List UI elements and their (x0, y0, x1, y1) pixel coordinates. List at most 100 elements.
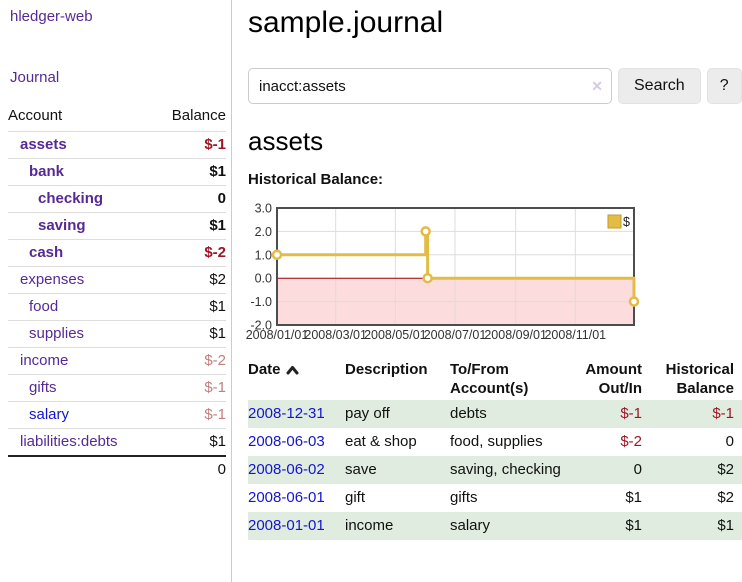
accounts-header-account: Account (8, 101, 154, 132)
account-balance: $-1 (153, 401, 226, 429)
transaction-row: 2008-01-01 income salary $1 $1 (248, 512, 742, 540)
account-row: salary $-1 (8, 401, 226, 429)
account-link[interactable]: income (20, 352, 69, 369)
register-table-body: 2008-12-31 pay off debts $-1 $-1 2008-06-03 ea… (248, 400, 742, 540)
transaction-balance: $-1 (642, 400, 742, 428)
historical-balance-chart: $3.0 2.0 1.0 0.0 -1.0 -2.02008/01/012008/03/0… (246, 202, 640, 342)
sort-ascending-icon[interactable] (286, 360, 299, 379)
account-link[interactable]: food (29, 298, 59, 315)
search-input[interactable] (248, 68, 612, 104)
transaction-description: pay off (345, 400, 450, 428)
data-point-marker (422, 272, 433, 284)
account-link[interactable]: salary (29, 406, 70, 423)
y-tick-label: 2.0 (255, 225, 272, 239)
account-row: assets $-1 (8, 131, 226, 159)
account-link[interactable]: cash (29, 244, 64, 261)
brand-link[interactable]: hledger-web (10, 8, 93, 25)
x-tick-label: 2008/07/01 (424, 328, 487, 342)
x-tick-label: 2008/09/01 (484, 328, 547, 342)
account-row: food $1 (8, 293, 226, 321)
register-header-amount: Amount Out/In (585, 361, 642, 397)
x-tick-label: 2008/01/01 (246, 328, 309, 342)
account-link[interactable]: liabilities:debts (20, 433, 118, 450)
sidebar: hledger-web Journal Account Balance asse… (0, 0, 232, 582)
search-bar: ✕ Search ? (248, 68, 742, 104)
account-link[interactable]: gifts (29, 379, 57, 396)
account-balance: $1 (153, 212, 226, 240)
account-balance: $-2 (153, 347, 226, 375)
register-header-historical: Historical Balance (665, 361, 734, 397)
account-row: cash $-2 (8, 239, 226, 267)
help-button[interactable]: ? (706, 68, 742, 104)
data-point-marker (271, 249, 283, 261)
transaction-balance: 0 (725, 433, 734, 450)
register-header-date[interactable]: Date (248, 358, 345, 400)
account-row: saving $1 (8, 212, 226, 240)
y-tick-label: 0.0 (255, 272, 272, 286)
search-button[interactable]: Search (618, 68, 701, 104)
y-tick-label: 3.0 (255, 202, 272, 216)
main-content: sample.journal ✕ Search ? assets Histori… (246, 0, 742, 582)
legend-swatch (607, 214, 622, 229)
transaction-row: 2008-06-01 gift gifts $1 $2 (248, 484, 742, 512)
transaction-date-link[interactable]: 2008-06-02 (248, 461, 325, 478)
y-tick-label: -1.0 (250, 295, 272, 309)
x-tick-label: 2008/11/01 (544, 328, 606, 342)
transaction-balance: $2 (717, 489, 734, 506)
accounts-header-balance: Balance (153, 101, 226, 132)
y-tick-label: -2.0 (250, 319, 272, 333)
register-table: Date Description To/From Account(s) Amount Ou… (248, 358, 742, 540)
account-row: liabilities:debts $1 (8, 428, 226, 457)
legend-label: $ (623, 215, 630, 229)
account-balance: 0 (153, 185, 226, 213)
account-heading: assets (248, 126, 324, 156)
account-row: bank $1 (8, 158, 226, 186)
accounts-table-body: assets $-1 bank $1 checking 0 saving $1 cash $-2 e… (8, 131, 226, 483)
transaction-date-link[interactable]: 2008-12-31 (248, 405, 325, 422)
page-title: sample.journal (248, 6, 444, 39)
account-link[interactable]: checking (38, 190, 104, 207)
account-link[interactable]: supplies (29, 325, 85, 342)
transaction-row: 2008-06-02 save saving, checking 0 $2 (248, 456, 742, 484)
plot-border (276, 207, 635, 326)
transaction-description: income (345, 512, 450, 540)
transaction-accounts: debts (450, 400, 562, 428)
transaction-row: 2008-12-31 pay off debts $-1 $-1 (248, 400, 742, 428)
accounts-total: 0 (153, 455, 226, 483)
transaction-accounts: gifts (450, 489, 478, 506)
transaction-amount: $1 (625, 489, 642, 506)
account-link[interactable]: assets (20, 136, 67, 153)
sidebar-item-journal[interactable]: Journal (10, 69, 60, 86)
transaction-date-link[interactable]: 2008-01-01 (248, 517, 325, 534)
transaction-description: gift (345, 489, 366, 506)
transaction-description: eat & shop (345, 433, 417, 450)
account-link[interactable]: bank (29, 163, 65, 180)
account-row: income $-2 (8, 347, 226, 375)
data-point-marker (420, 226, 431, 237)
account-link[interactable]: saving (38, 217, 86, 234)
x-tick-label: 2008/05/01 (364, 328, 427, 342)
y-tick-label: 1.0 (255, 248, 272, 262)
register-header-tofrom: To/From Account(s) (450, 361, 529, 397)
transaction-amount: 0 (562, 456, 642, 484)
accounts-total-row: 0 (8, 455, 226, 483)
clear-search-icon[interactable]: ✕ (591, 78, 603, 94)
account-balance: $2 (153, 266, 226, 294)
transaction-balance: $2 (642, 456, 742, 484)
chart-title: Historical Balance: (248, 171, 384, 188)
data-point-marker (628, 296, 640, 307)
account-link[interactable]: expenses (20, 271, 85, 288)
transaction-date-link[interactable]: 2008-06-01 (248, 489, 325, 506)
account-balance: $-1 (153, 131, 226, 159)
transaction-date-link[interactable]: 2008-06-03 (248, 433, 325, 450)
transaction-amount: $-1 (562, 400, 642, 428)
transaction-description: save (345, 456, 450, 484)
x-tick-label: 2008/03/01 (304, 328, 367, 342)
transaction-balance: $1 (642, 512, 742, 540)
register-header-description: Description (345, 361, 428, 378)
account-row: gifts $-1 (8, 374, 226, 402)
transaction-accounts: salary (450, 512, 562, 540)
register-header-row: Date Description To/From Account(s) Amount Ou… (248, 358, 742, 400)
account-balance: $-1 (153, 374, 226, 402)
transaction-amount: $-2 (620, 433, 642, 450)
